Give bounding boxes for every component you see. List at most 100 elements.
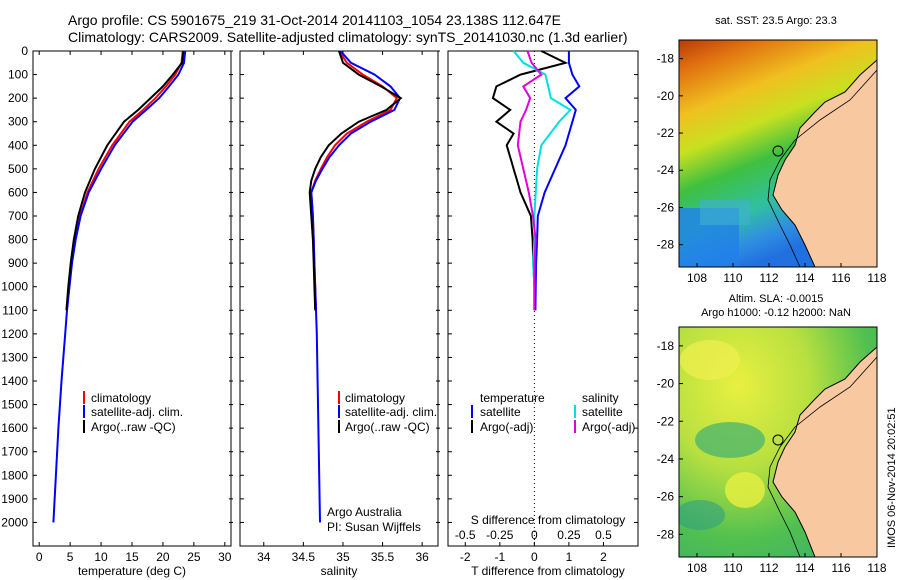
header-line-2: Climatology: CARS2009. Satellite-adjuste… (68, 29, 628, 45)
x-tick-label: -2 (460, 550, 471, 564)
depth-tick-label: 1400 (1, 374, 28, 388)
x-tick-label: 25 (187, 550, 201, 564)
isobath (767, 356, 877, 557)
legend-label-temp-satellite: satellite (480, 405, 521, 419)
lon-tick-label: 118 (867, 271, 886, 285)
lat-tick-label: -20 (657, 377, 675, 391)
difference-top-label: S difference from climatology (471, 513, 626, 527)
series-line-argo-raw-qc (308, 50, 403, 311)
argo-position-marker (772, 145, 784, 157)
sla-high-2 (680, 340, 740, 380)
series-line-salinity-satellite (512, 50, 572, 287)
depth-axis: 0 100 200 300 400 500 600 700 800 900 1000 1100 1200… (1, 44, 638, 529)
difference-x-ticks: -2 -1 0 1 2 (460, 542, 607, 564)
x-tick-label: 5 (67, 550, 74, 564)
x-tick-label: -1 (494, 550, 505, 564)
lat-tick-label: -24 (657, 163, 675, 177)
sla-map-ticks: 108 110 112 114 116 118 -18 -20 -22 -24 -26 -28 (657, 339, 887, 575)
difference-s-ticks: -0.5-0.2500.250.5 (455, 528, 612, 542)
temperature-axes (32, 50, 232, 547)
lat-tick-label: -28 (657, 527, 675, 541)
x-tick-label: 35 (336, 550, 350, 564)
temperature-x-ticks: 0 5 10 15 20 25 30 (36, 51, 232, 564)
difference-axes (447, 50, 639, 547)
depth-tick-label: 900 (8, 256, 28, 270)
lon-tick-label: 114 (795, 561, 814, 575)
legend-label-argo: Argo(..raw -QC) (91, 420, 176, 434)
lat-tick-label: -20 (657, 89, 675, 103)
lon-tick-label: 108 (687, 561, 707, 575)
depth-tick-label: 1900 (1, 492, 28, 506)
legend-label-satellite: satellite-adj. clim. (345, 405, 437, 419)
legend-label-sal-satellite: satellite (582, 405, 623, 419)
sla-map-title-1: Altim. SLA: -0.0015 (729, 293, 824, 305)
depth-tick-label: 200 (8, 91, 28, 105)
x-tick-label: 35.5 (371, 550, 395, 564)
credit-argo-australia: Argo Australia (327, 505, 402, 519)
temperature-xlabel: temperature (deg C) (78, 564, 186, 578)
lon-tick-label: 116 (831, 271, 850, 285)
lon-tick-label: 112 (759, 271, 778, 285)
lat-tick-label: -22 (657, 126, 675, 140)
lat-tick-label: -28 (657, 238, 675, 252)
s-tick-label: -0.5 (455, 528, 476, 542)
lat-tick-label: -24 (657, 452, 675, 466)
legend-title-temperature: temperature (480, 391, 545, 405)
depth-tick-label: 300 (8, 115, 28, 129)
sst-map-ticks: 108 110 112 114 116 118 -18 -20 -22 -24 -26 -28 (657, 52, 887, 285)
legend-label-argo: Argo(..raw -QC) (345, 420, 430, 434)
depth-tick-label: 500 (8, 162, 28, 176)
salinity-axes (239, 50, 439, 547)
sst-map (679, 40, 877, 267)
depth-tick-label: 1300 (1, 350, 28, 364)
lon-tick-label: 116 (831, 561, 850, 575)
s-tick-label: 0.25 (557, 528, 581, 542)
depth-tick-label: 2000 (1, 515, 28, 529)
series-line-climatology (310, 50, 399, 311)
x-tick-label: 36 (415, 550, 429, 564)
x-tick-label: 0 (36, 550, 43, 564)
x-tick-label: 15 (125, 550, 139, 564)
depth-tick-label: 1100 (2, 303, 28, 317)
difference-series (491, 50, 581, 311)
depth-tick-label: 800 (8, 233, 28, 247)
depth-tick-label: 1500 (1, 398, 28, 412)
x-tick-label: 30 (218, 550, 232, 564)
coastline (772, 59, 877, 267)
legend-label-climatology: climatology (345, 391, 405, 405)
legend-label-satellite: satellite-adj. clim. (91, 405, 183, 419)
lon-tick-label: 118 (867, 561, 886, 575)
sla-low-2 (679, 500, 725, 530)
legend-title-salinity: salinity (582, 391, 619, 405)
legend-label-sal-argo: Argo(-adj) (582, 420, 635, 434)
lat-tick-label: -26 (657, 490, 675, 504)
lon-tick-label: 114 (795, 271, 814, 285)
s-tick-label: 0.5 (595, 528, 612, 542)
header-line-1: Argo profile: CS 5901675_219 31-Oct-2014… (68, 12, 561, 28)
depth-tick-label: 1700 (1, 445, 28, 459)
salinity-x-ticks: 34 34.5 35 35.5 36 (257, 51, 429, 564)
sla-low-1 (695, 422, 765, 458)
isobath (767, 69, 877, 267)
legend-label-temp-argo: Argo(-adj) (480, 420, 533, 434)
argo-position-marker (772, 434, 784, 446)
s-tick-label: -0.25 (486, 528, 514, 542)
temperature-legend: climatology satellite-adj. clim. Argo(..… (83, 391, 183, 434)
x-tick-label: 1 (566, 550, 573, 564)
x-tick-label: 34.5 (292, 550, 316, 564)
lat-tick-label: -18 (657, 339, 675, 353)
legend-label-climatology: climatology (91, 391, 151, 405)
lat-tick-label: -26 (657, 200, 675, 214)
depth-tick-label: 1000 (1, 280, 28, 294)
series-line-satellite-adj-clim (310, 50, 402, 523)
salinity-legend: climatology satellite-adj. clim. Argo(..… (338, 391, 437, 434)
sst-map-title: sat. SST: 23.5 Argo: 23.3 (715, 15, 837, 27)
sla-map (679, 327, 877, 557)
sst-map-frame (678, 39, 878, 268)
lon-tick-label: 108 (687, 271, 707, 285)
coastline (772, 346, 877, 557)
sla-map-frame (678, 326, 878, 558)
series-line-salinity-argo-adj (516, 50, 543, 311)
depth-tick-label: 600 (8, 185, 28, 199)
